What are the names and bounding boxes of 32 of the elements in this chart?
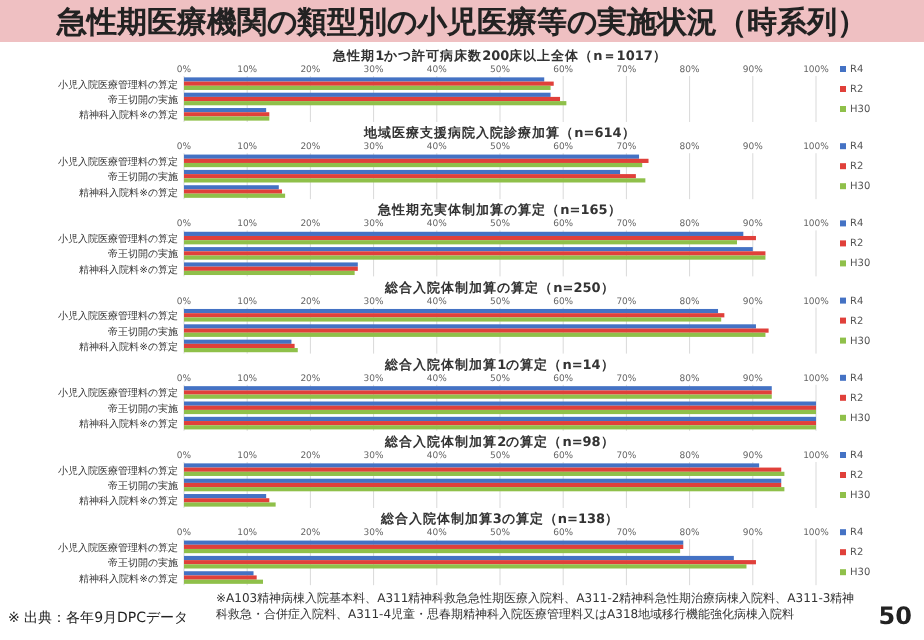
- bar: [184, 77, 545, 82]
- bar: [184, 158, 649, 163]
- bar: [184, 270, 355, 276]
- bar: [184, 308, 719, 314]
- bar: [184, 343, 295, 349]
- bar: [184, 324, 756, 329]
- bar: [184, 560, 756, 565]
- bar: [184, 564, 747, 569]
- bar: [184, 174, 636, 179]
- bar: [184, 178, 646, 183]
- bar: [184, 154, 640, 159]
- bar: [184, 101, 567, 106]
- bar: [184, 548, 681, 554]
- bar: [184, 502, 276, 507]
- bar: [184, 96, 561, 102]
- bar: [184, 482, 782, 488]
- bar: [184, 92, 551, 97]
- bar: [184, 247, 753, 252]
- bar: [184, 162, 643, 168]
- bar: [184, 463, 760, 468]
- bar: [184, 487, 785, 492]
- bar: [184, 240, 737, 245]
- bar: [184, 169, 621, 175]
- bar: [184, 579, 263, 584]
- bar: [184, 478, 782, 483]
- bar: [184, 555, 734, 561]
- bar: [184, 231, 744, 236]
- bar: [184, 339, 292, 344]
- text: 50: [878, 602, 912, 630]
- text: 急性期医療機関の類型別の小児医療等の実施状況（時系列）: [55, 4, 867, 40]
- bar: [184, 235, 756, 241]
- bar: [184, 348, 298, 353]
